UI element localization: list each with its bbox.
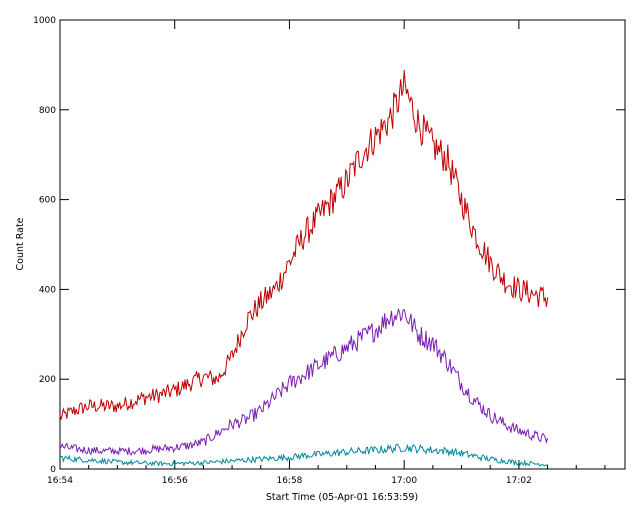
x-tick-label: 16:54	[47, 476, 73, 486]
plot-frame	[59, 19, 626, 470]
x-tick-label: 17:02	[506, 476, 532, 486]
series-group	[59, 70, 549, 467]
y-tick-label: 1000	[33, 16, 56, 26]
y-tick-label: 600	[39, 196, 56, 206]
series-line-1	[59, 70, 549, 420]
y-tick-label: 400	[39, 285, 56, 295]
y-axis-title: Count Rate	[15, 217, 26, 270]
y-axis: 0 200 400 600 800 1000	[33, 16, 625, 475]
y-tick-label: 0	[50, 465, 56, 475]
y-tick-label: 800	[39, 106, 56, 116]
series-line-3	[59, 443, 548, 467]
x-tick-label: 16:56	[162, 476, 188, 486]
x-axis-title: Start Time (05-Apr-01 16:53:59)	[266, 492, 418, 503]
y-tick-label: 200	[39, 375, 56, 385]
x-tick-label: 17:00	[391, 476, 417, 486]
series-line-2	[59, 307, 549, 456]
x-tick-label: 16:58	[276, 476, 302, 486]
x-axis: 16:54 16:56 16:58 17:00 17:02	[47, 20, 606, 486]
